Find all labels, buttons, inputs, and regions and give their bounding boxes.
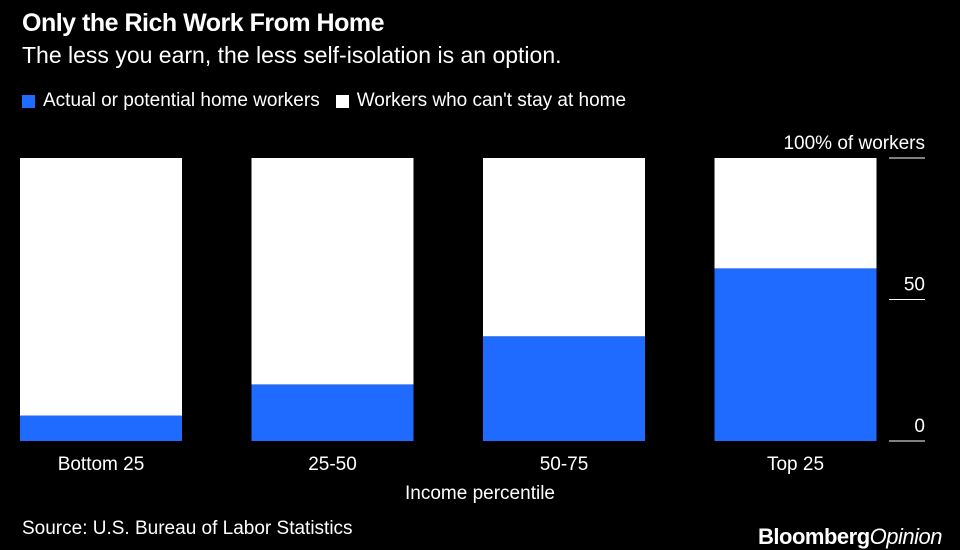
legend-label-home-workers: Actual or potential home workers	[43, 90, 320, 111]
legend-item-home-workers: Actual or potential home workers	[22, 90, 320, 112]
legend-label-cant-stay-home: Workers who can't stay at home	[356, 90, 627, 111]
chart-subtitle: The less you earn, the less self-isolati…	[22, 42, 562, 68]
brand-suffix: Opinion	[869, 524, 943, 549]
bar-25-50-home-workers	[251, 384, 414, 441]
bar-25-50-cant-stay-home	[251, 158, 414, 385]
x-tick-label-50-75: 50-75	[540, 454, 589, 475]
bar-bottom-25-home-workers	[20, 415, 182, 441]
legend-swatch-home-workers	[22, 94, 35, 108]
bar-50-75-home-workers	[483, 336, 645, 441]
legend-swatch-cant-stay-home	[335, 94, 349, 108]
x-axis-label: Income percentile	[405, 483, 555, 504]
source-note: Source: U.S. Bureau of Labor Statistics	[22, 518, 353, 539]
y-tick-label-50: 50	[904, 275, 925, 296]
x-tick-label-25-50: 25-50	[308, 454, 357, 475]
y-tick-label-100: 100% of workers	[783, 133, 925, 154]
legend-item-cant-stay-home: Workers who can't stay at home	[335, 90, 627, 112]
chart-title: Only the Rich Work From Home	[22, 9, 384, 37]
bar-50-75-cant-stay-home	[483, 158, 645, 337]
bar-top-25-home-workers	[714, 268, 877, 441]
x-tick-label-top-25: Top 25	[767, 454, 824, 475]
bar-top-25-cant-stay-home	[714, 158, 877, 269]
x-tick-label-bottom-25: Bottom 25	[58, 454, 145, 475]
brand-name: Bloomberg	[758, 524, 870, 549]
bar-bottom-25-cant-stay-home	[20, 158, 182, 416]
legend: Actual or potential home workers Workers…	[22, 90, 642, 112]
y-tick-label-0: 0	[914, 416, 925, 437]
brand-logo: BloombergOpinion	[758, 524, 942, 550]
